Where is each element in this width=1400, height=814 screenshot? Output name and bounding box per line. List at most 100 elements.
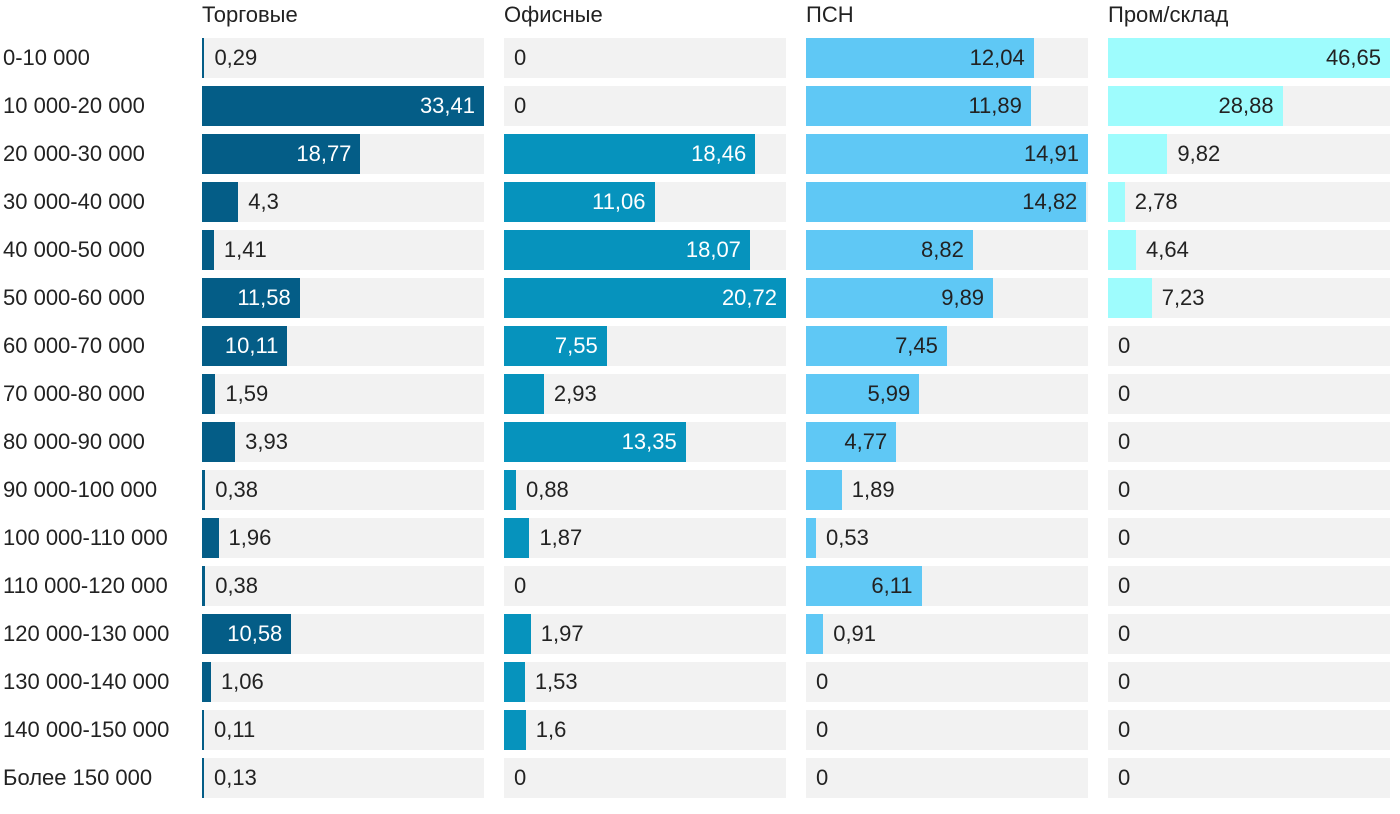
- bar: [806, 182, 1087, 222]
- data-label: 0: [1118, 381, 1131, 406]
- bar-track: 11,58: [202, 278, 484, 318]
- bar-track: 1,53: [504, 662, 786, 702]
- bar-track: 0,88: [504, 470, 786, 510]
- data-label: 0: [816, 717, 829, 742]
- bar-track: 1,89: [806, 470, 1088, 510]
- bar: [504, 134, 756, 174]
- bar-track: 1,87: [504, 518, 786, 558]
- bar: [202, 374, 216, 414]
- data-label: 0,38: [215, 573, 259, 598]
- bar: [504, 278, 786, 318]
- data-label: 6,11: [871, 573, 913, 598]
- bar-track: 0: [806, 710, 1088, 750]
- data-label: 11,89: [968, 93, 1022, 118]
- category-label: 30 000-40 000: [3, 189, 145, 214]
- data-label: 1,06: [220, 669, 264, 694]
- bar-track: 0: [1108, 614, 1390, 654]
- category-label: 40 000-50 000: [3, 237, 145, 262]
- bar-track: 7,55: [504, 326, 786, 366]
- bar: [1108, 38, 1390, 78]
- category-label: 140 000-150 000: [3, 717, 170, 742]
- bar-track: 8,82: [806, 230, 1088, 270]
- bar-track: 6,11: [806, 566, 1088, 606]
- data-label: 28,88: [1218, 93, 1274, 118]
- bar: [806, 566, 922, 606]
- bar-track: 0: [1108, 374, 1390, 414]
- bar: [1108, 86, 1283, 126]
- data-label: 10,11: [224, 333, 279, 358]
- bar-track: 0,38: [202, 470, 484, 510]
- bar-track: 0,13: [202, 758, 484, 798]
- bar-track: 0,11: [202, 710, 484, 750]
- data-label: 7,23: [1161, 285, 1205, 310]
- bar: [504, 662, 525, 702]
- bar-track: 9,89: [806, 278, 1088, 318]
- data-label: 33,41: [419, 93, 475, 118]
- bar-track: 10,58: [202, 614, 484, 654]
- bar: [202, 134, 361, 174]
- data-label: 0,38: [215, 477, 259, 502]
- data-label: 1,53: [534, 669, 578, 694]
- bar: [806, 374, 920, 414]
- bar: [202, 278, 300, 318]
- data-label: 0,11: [214, 717, 256, 742]
- bar: [806, 134, 1088, 174]
- bar-track: 18,77: [202, 134, 484, 174]
- category-label: 20 000-30 000: [3, 141, 145, 166]
- data-label: 3,93: [245, 429, 288, 454]
- bar-track: 28,88: [1108, 86, 1390, 126]
- bar: [504, 470, 516, 510]
- data-label: 1,59: [225, 381, 269, 406]
- bar: [504, 518, 530, 558]
- bar-track: 2,78: [1108, 182, 1390, 222]
- bar-track: 46,65: [1108, 38, 1390, 78]
- bar: [202, 326, 288, 366]
- data-label: 10,58: [227, 621, 283, 646]
- bar-track: 0: [1108, 566, 1390, 606]
- category-label: 10 000-20 000: [3, 93, 145, 118]
- data-label: 0: [1118, 717, 1131, 742]
- bar-track: 14,91: [806, 134, 1088, 174]
- bar: [504, 422, 686, 462]
- data-label: 11,58: [237, 285, 291, 310]
- bar-track: 14,82: [806, 182, 1088, 222]
- data-label: 0: [514, 45, 527, 70]
- bar: [806, 470, 842, 510]
- bar-track: 0: [806, 758, 1088, 798]
- data-label: 7,55: [554, 333, 598, 358]
- category-label: 80 000-90 000: [3, 429, 145, 454]
- bar: [806, 326, 947, 366]
- bar-track: 11,89: [806, 86, 1088, 126]
- data-label: 0: [1118, 765, 1131, 790]
- data-label: 4,3: [248, 189, 279, 214]
- bar-track: 4,77: [806, 422, 1088, 462]
- panel-title-1: Торговые: [202, 2, 298, 27]
- bar: [202, 566, 206, 606]
- bar-track: 0: [1108, 710, 1390, 750]
- data-label: 2,93: [553, 381, 597, 406]
- bar: [806, 518, 817, 558]
- bar-track: 0,53: [806, 518, 1088, 558]
- data-label: 5,99: [867, 381, 911, 406]
- bar: [202, 710, 204, 750]
- data-label: 0: [1118, 669, 1131, 694]
- data-label: 0,88: [525, 477, 569, 502]
- bar-track: 7,23: [1108, 278, 1390, 318]
- bar-track: 0: [1108, 326, 1390, 366]
- panel-title-3: ПСН: [806, 2, 854, 27]
- bar-track: 3,93: [202, 422, 484, 462]
- bar-track: 1,59: [202, 374, 484, 414]
- bar: [806, 230, 973, 270]
- data-label: 0: [1118, 525, 1131, 550]
- bar-track: 10,11: [202, 326, 484, 366]
- bar-track: 4,64: [1108, 230, 1390, 270]
- data-label: 1,97: [540, 621, 584, 646]
- bar: [504, 710, 526, 750]
- bar-track: 0: [1108, 470, 1390, 510]
- bar-track: 0,38: [202, 566, 484, 606]
- data-label: 0,13: [214, 765, 257, 790]
- bar-track: 0: [806, 662, 1088, 702]
- bar: [806, 278, 994, 318]
- bar-track: 33,41: [202, 86, 484, 126]
- data-label: 14,91: [1023, 141, 1079, 166]
